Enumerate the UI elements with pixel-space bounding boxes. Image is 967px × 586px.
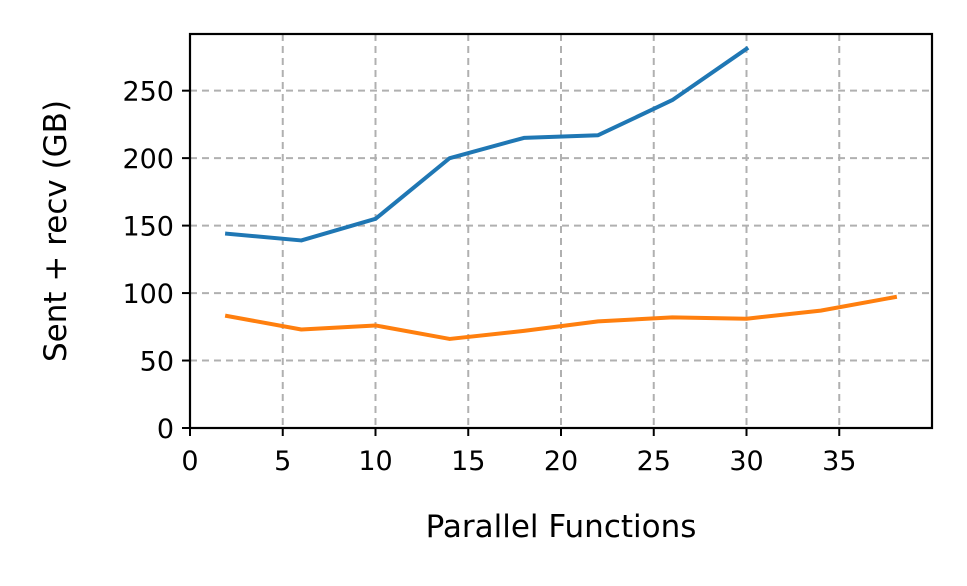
y-tick-label: 200 [122, 144, 174, 175]
y-tick-label: 100 [122, 279, 174, 310]
x-tick-label: 20 [544, 446, 578, 477]
x-tick-label: 25 [637, 446, 671, 477]
y-axis-ticks: 0 50 100 150 200 250 [122, 77, 190, 445]
x-axis-label: Parallel Functions [426, 509, 697, 545]
x-tick-label: 30 [729, 446, 763, 477]
x-tick-label: 10 [358, 446, 392, 477]
grid-lines [189, 34, 932, 429]
x-tick-label: 35 [822, 446, 856, 477]
x-tick-label: 15 [451, 446, 485, 477]
series-line-1 [224, 46, 750, 243]
y-tick-label: 150 [122, 212, 174, 243]
y-axis-label: Sent + recv (GB) [38, 100, 74, 362]
y-tick-label: 0 [157, 414, 174, 445]
x-axis-ticks: 0 5 10 15 20 25 30 35 [181, 428, 856, 477]
series-line-2 [224, 294, 898, 341]
x-tick-label: 0 [181, 446, 198, 477]
y-tick-label: 50 [140, 347, 174, 378]
y-tick-label: 250 [122, 77, 174, 108]
x-tick-label: 5 [274, 446, 291, 477]
series-lines [224, 46, 898, 341]
